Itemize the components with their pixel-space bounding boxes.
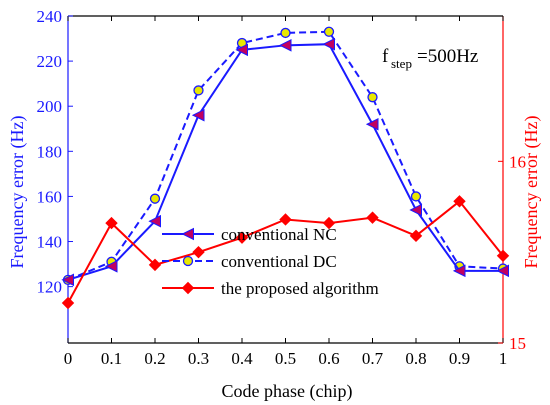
- left-y-tick-label: 240: [37, 7, 63, 26]
- data-point-conventional-nc: [148, 214, 161, 228]
- series-layer: [61, 26, 510, 310]
- x-tick-label: 0.3: [188, 349, 209, 368]
- x-tick-label: 1: [499, 349, 508, 368]
- data-point-conventional-nc: [365, 117, 379, 131]
- data-point-the-proposed-algorithm: [148, 258, 162, 272]
- x-tick-label: 0.1: [101, 349, 122, 368]
- x-tick-label: 0.6: [318, 349, 339, 368]
- data-point-conventional-dc: [323, 26, 335, 37]
- data-point-conventional-dc: [367, 92, 378, 103]
- right-y-tick-label: 16: [509, 152, 526, 171]
- left-y-tick-label: 180: [37, 142, 63, 161]
- legend-label-conventional-dc: conventional DC: [221, 252, 337, 271]
- data-point-the-proposed-algorithm: [235, 231, 249, 244]
- data-point-conventional-nc: [452, 264, 466, 278]
- data-point-conventional-nc: [235, 43, 248, 57]
- data-point-conventional-dc: [410, 191, 422, 202]
- x-tick-label: 0.7: [362, 349, 384, 368]
- data-point-the-proposed-algorithm: [192, 245, 205, 259]
- right-y-axis-label: Frequency error (Hz): [521, 116, 542, 269]
- data-point-the-proposed-algorithm: [366, 211, 379, 224]
- x-tick-label: 0.5: [275, 349, 296, 368]
- left-y-tick-label: 220: [37, 52, 63, 71]
- left-y-axis-label: Frequency error (Hz): [7, 116, 28, 269]
- data-point-conventional-dc: [193, 85, 204, 96]
- data-point-conventional-nc: [104, 260, 118, 273]
- data-point-the-proposed-algorithm: [496, 249, 510, 263]
- data-point-the-proposed-algorithm: [409, 229, 423, 243]
- data-point-conventional-dc: [280, 27, 291, 39]
- data-point-conventional-nc: [322, 37, 335, 51]
- left-y-tick-label: 120: [37, 278, 63, 297]
- x-tick-label: 0.9: [449, 349, 470, 368]
- data-point-the-proposed-algorithm: [105, 216, 118, 230]
- series-conventional-nc: [61, 37, 509, 287]
- legend-label-conventional-nc: conventional NC: [221, 225, 337, 244]
- data-point-conventional-nc: [409, 203, 422, 217]
- step-annotation-value: =500Hz: [417, 46, 478, 67]
- data-point-the-proposed-algorithm: [453, 195, 466, 208]
- data-point-conventional-nc: [496, 264, 509, 278]
- series-conventional-dc: [62, 26, 509, 286]
- left-y-tick-label: 200: [37, 97, 63, 116]
- legend: conventional NC conventional DC the propos…: [162, 225, 379, 298]
- data-point-the-proposed-algorithm: [61, 296, 75, 310]
- series-the-proposed-algorithm: [61, 195, 510, 310]
- axis-ticks: 0 0.1 0.2 0.3 0.4 0.5 0.6 0.7 0.8 0.9 1 120 140 160 18…: [37, 7, 527, 368]
- x-tick-label: 0.8: [405, 349, 426, 368]
- x-tick-label: 0: [64, 349, 73, 368]
- legend-label-the-proposed-algorithm: the proposed algorithm: [221, 279, 379, 298]
- legend-marker-the-proposed-algorithm: [181, 281, 195, 295]
- data-point-the-proposed-algorithm: [279, 213, 292, 226]
- legend-marker-conventional-nc: [181, 227, 194, 241]
- left-y-tick-label: 160: [37, 187, 63, 206]
- x-tick-label: 0.4: [231, 349, 253, 368]
- step-annotation: f: [382, 46, 389, 67]
- right-y-tick-label: 15: [509, 334, 526, 353]
- data-point-conventional-nc: [191, 108, 205, 122]
- left-y-tick-label: 140: [37, 233, 63, 252]
- data-point-conventional-nc: [61, 273, 74, 287]
- data-point-conventional-dc: [149, 193, 161, 204]
- series-line-conventional-dc: [67, 30, 504, 281]
- x-tick-label: 0.2: [144, 349, 165, 368]
- step-annotation-subscript: step: [391, 56, 412, 71]
- x-axis-label: Code phase (chip): [222, 381, 353, 402]
- data-point-conventional-nc: [278, 39, 292, 52]
- legend-marker-conventional-dc: [182, 255, 194, 267]
- data-point-the-proposed-algorithm: [322, 216, 336, 230]
